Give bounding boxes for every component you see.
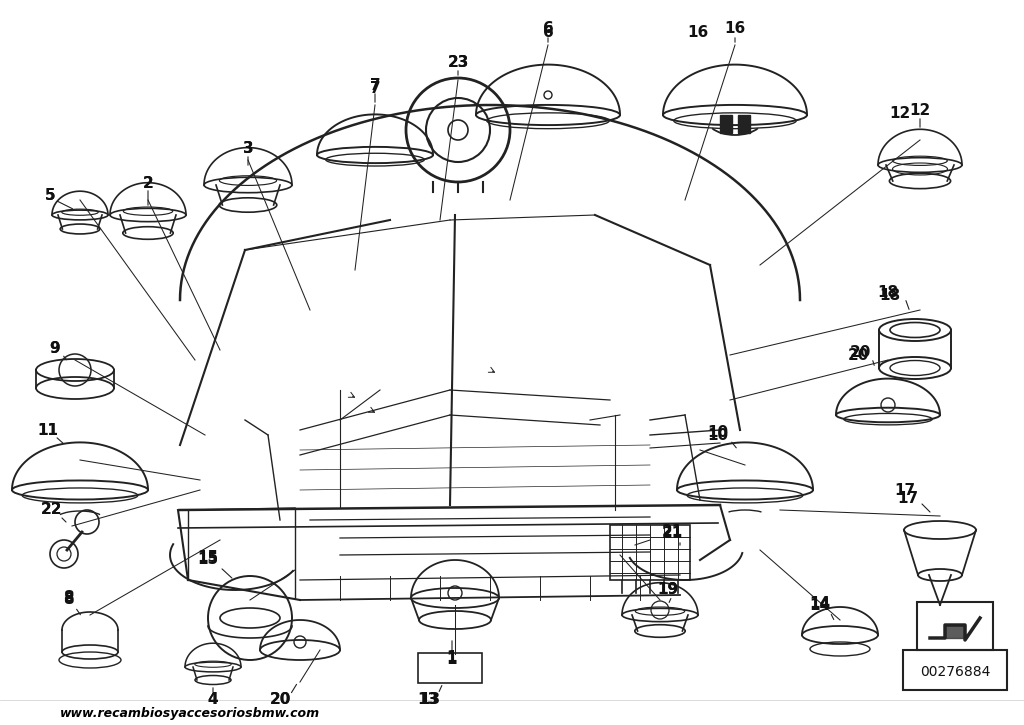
Text: 14: 14 [809, 597, 830, 611]
Text: 10: 10 [708, 428, 728, 442]
Text: 9: 9 [50, 341, 60, 355]
Text: 16: 16 [724, 20, 745, 36]
Text: 12: 12 [890, 106, 910, 120]
Text: 15: 15 [198, 552, 218, 568]
Text: 12: 12 [909, 102, 931, 117]
Text: 20: 20 [269, 692, 291, 708]
Text: 19: 19 [657, 582, 679, 597]
Text: 6: 6 [543, 25, 553, 39]
Text: 13: 13 [418, 692, 438, 708]
Text: 1: 1 [446, 650, 458, 666]
Bar [610, 525, 690, 580]
Text: 16: 16 [687, 25, 709, 39]
Bar [720, 115, 732, 133]
Text: 19: 19 [657, 582, 679, 597]
Text: 8: 8 [62, 592, 74, 608]
Text: 11: 11 [38, 423, 58, 437]
Text: 23: 23 [447, 54, 469, 70]
Text: 20: 20 [847, 347, 868, 362]
Bar [903, 650, 1007, 690]
Text: 7: 7 [370, 80, 380, 96]
Text: 15: 15 [198, 550, 218, 566]
Bar [918, 602, 993, 650]
Bar [418, 653, 482, 683]
Text: 18: 18 [880, 288, 900, 302]
Text: 5: 5 [45, 188, 55, 202]
Text: 17: 17 [897, 491, 919, 505]
Text: 22: 22 [41, 502, 62, 518]
Text: 2: 2 [142, 175, 154, 191]
Text: 21: 21 [662, 524, 683, 539]
Text: 3: 3 [243, 141, 253, 155]
Text: www.recambiosyaccesoriosbmw.com: www.recambiosyaccesoriosbmw.com [60, 708, 321, 721]
Text: 9: 9 [50, 341, 60, 355]
Text: 20: 20 [849, 344, 870, 360]
Text: 4: 4 [208, 692, 218, 708]
Text: 10: 10 [708, 425, 728, 439]
Text: 2: 2 [142, 175, 154, 191]
Text: 3: 3 [243, 141, 253, 155]
Text: 22: 22 [41, 502, 62, 518]
Text: 23: 23 [447, 54, 469, 70]
Bar [738, 115, 750, 133]
Text: 00276884: 00276884 [920, 665, 990, 679]
Text: 8: 8 [62, 590, 74, 605]
Text: 14: 14 [809, 599, 830, 613]
Text: 18: 18 [878, 284, 899, 299]
Text: 20: 20 [269, 692, 291, 708]
Text: 21: 21 [662, 526, 683, 542]
Text: 6: 6 [543, 20, 553, 36]
Text: 7: 7 [370, 78, 380, 93]
Text: 1: 1 [446, 652, 458, 668]
Text: 4: 4 [208, 692, 218, 708]
Text: 11: 11 [38, 423, 58, 437]
Text: 17: 17 [894, 483, 915, 497]
Text: 13: 13 [420, 692, 440, 708]
Text: 5: 5 [45, 188, 55, 202]
